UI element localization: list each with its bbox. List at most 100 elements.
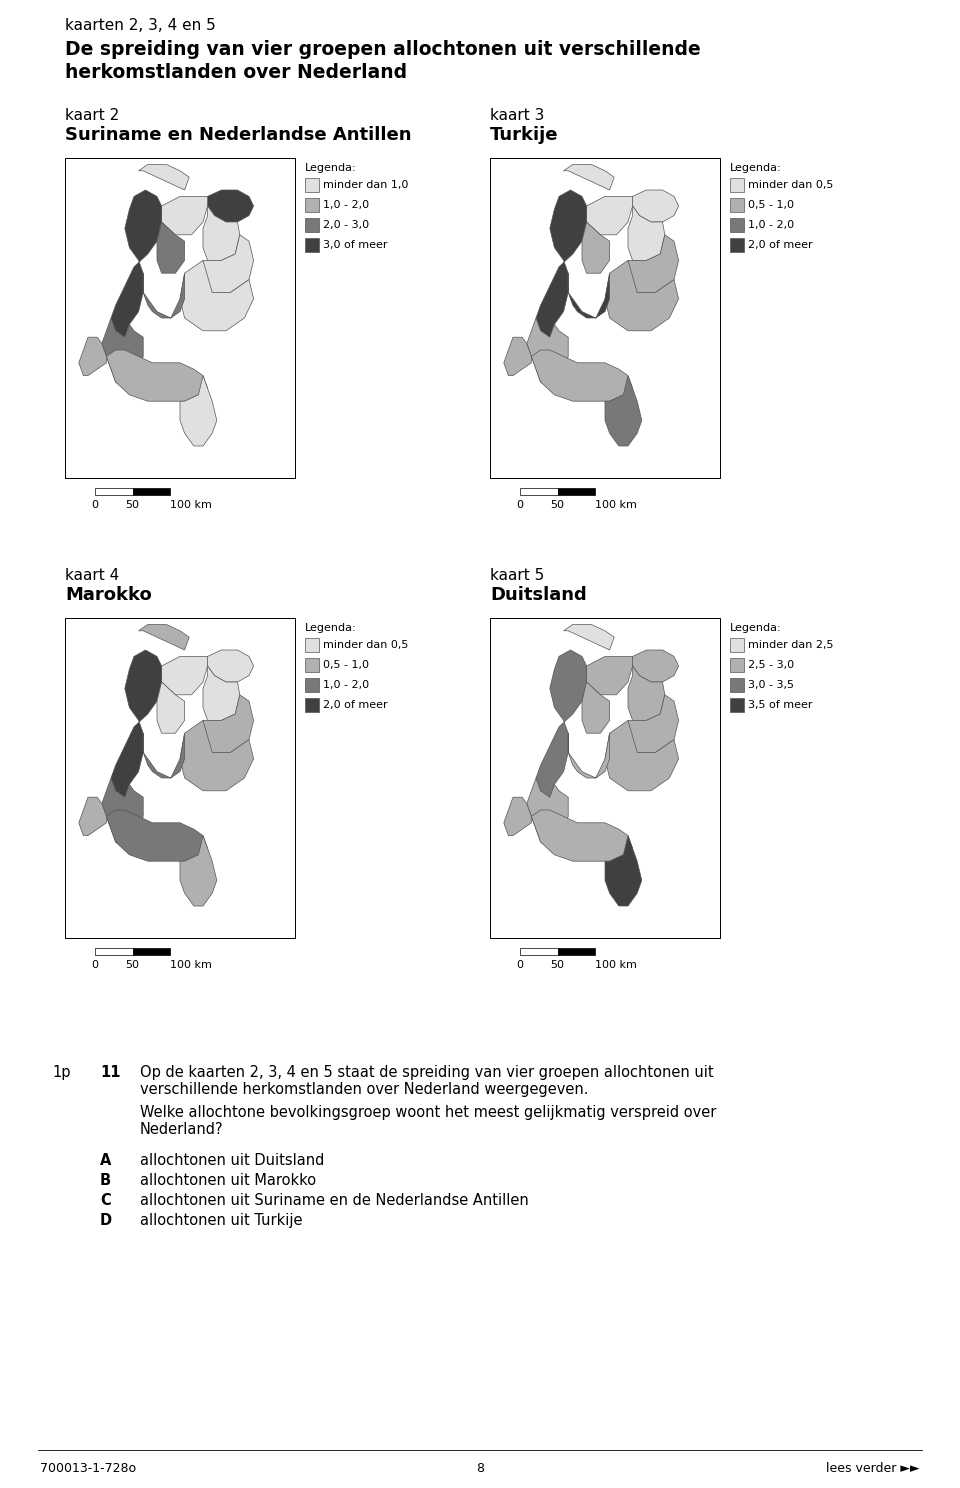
Polygon shape xyxy=(633,650,679,682)
Polygon shape xyxy=(536,650,587,798)
Polygon shape xyxy=(102,778,143,848)
Text: Turkije: Turkije xyxy=(490,126,559,144)
Polygon shape xyxy=(504,798,532,836)
Polygon shape xyxy=(157,222,184,274)
Polygon shape xyxy=(111,190,161,338)
Bar xyxy=(730,198,744,211)
Text: 3,0 of meer: 3,0 of meer xyxy=(323,240,388,250)
Polygon shape xyxy=(605,836,642,906)
Bar xyxy=(132,488,170,496)
Polygon shape xyxy=(628,205,664,260)
Text: 2,0 of meer: 2,0 of meer xyxy=(323,699,388,710)
Polygon shape xyxy=(532,809,633,862)
Text: 0,5 - 1,0: 0,5 - 1,0 xyxy=(748,199,794,210)
Text: 50: 50 xyxy=(550,960,564,970)
Polygon shape xyxy=(157,682,184,734)
Text: Legenda:: Legenda: xyxy=(305,623,356,632)
Bar xyxy=(490,158,720,478)
Text: 8: 8 xyxy=(476,1463,484,1475)
Text: minder dan 0,5: minder dan 0,5 xyxy=(323,640,408,650)
Polygon shape xyxy=(138,164,189,190)
Bar xyxy=(132,948,170,955)
Polygon shape xyxy=(180,836,217,906)
Bar xyxy=(305,698,319,711)
Bar xyxy=(520,488,558,496)
Bar xyxy=(558,488,595,496)
Polygon shape xyxy=(568,734,610,778)
Polygon shape xyxy=(180,720,253,790)
Bar xyxy=(558,948,595,955)
Polygon shape xyxy=(587,196,633,235)
Text: Welke allochtone bevolkingsgroep woont het meest gelijkmatig verspreid over: Welke allochtone bevolkingsgroep woont h… xyxy=(140,1106,716,1120)
Text: verschillende herkomstlanden over Nederland weergegeven.: verschillende herkomstlanden over Nederl… xyxy=(140,1082,588,1097)
Text: 3,5 of meer: 3,5 of meer xyxy=(748,699,812,710)
Bar xyxy=(305,198,319,211)
Text: allochtonen uit Duitsland: allochtonen uit Duitsland xyxy=(140,1153,324,1168)
Polygon shape xyxy=(628,235,679,293)
Polygon shape xyxy=(582,682,610,734)
Text: minder dan 1,0: minder dan 1,0 xyxy=(323,180,408,190)
Polygon shape xyxy=(111,650,161,798)
Text: kaart 4: kaart 4 xyxy=(65,568,119,583)
Bar xyxy=(730,238,744,251)
Text: lees verder ►►: lees verder ►► xyxy=(827,1463,920,1475)
Text: 0: 0 xyxy=(91,500,99,510)
Polygon shape xyxy=(79,338,107,375)
Text: 1,0 - 2,0: 1,0 - 2,0 xyxy=(748,220,794,231)
Bar xyxy=(65,158,295,478)
Bar xyxy=(65,158,295,478)
Text: 50: 50 xyxy=(550,500,564,510)
Text: allochtonen uit Turkije: allochtonen uit Turkije xyxy=(140,1213,302,1228)
Text: 2,5 - 3,0: 2,5 - 3,0 xyxy=(748,661,794,670)
Text: 1p: 1p xyxy=(52,1065,70,1080)
Bar xyxy=(520,948,558,955)
Polygon shape xyxy=(628,695,679,753)
Text: Duitsland: Duitsland xyxy=(490,586,587,604)
Text: minder dan 2,5: minder dan 2,5 xyxy=(748,640,833,650)
Polygon shape xyxy=(161,196,207,235)
Bar xyxy=(305,219,319,232)
Polygon shape xyxy=(203,695,253,753)
Text: B: B xyxy=(100,1173,111,1187)
Polygon shape xyxy=(203,205,240,260)
Polygon shape xyxy=(107,809,207,862)
Polygon shape xyxy=(180,375,217,446)
Text: Suriname en Nederlandse Antillen: Suriname en Nederlandse Antillen xyxy=(65,126,412,144)
Polygon shape xyxy=(138,625,189,650)
Text: 50: 50 xyxy=(126,960,139,970)
Polygon shape xyxy=(527,318,568,388)
Text: 100 km: 100 km xyxy=(595,960,636,970)
Text: 0: 0 xyxy=(516,500,523,510)
Bar xyxy=(730,679,744,692)
Text: 2,0 of meer: 2,0 of meer xyxy=(748,240,812,250)
Polygon shape xyxy=(628,667,664,720)
Text: 700013-1-728o: 700013-1-728o xyxy=(40,1463,136,1475)
Bar xyxy=(305,679,319,692)
Polygon shape xyxy=(79,798,107,836)
Text: 100 km: 100 km xyxy=(170,960,212,970)
Text: 0: 0 xyxy=(516,960,523,970)
Polygon shape xyxy=(633,190,679,222)
Text: kaart 2: kaart 2 xyxy=(65,109,119,124)
Bar xyxy=(730,658,744,673)
Bar xyxy=(490,158,720,478)
Text: 50: 50 xyxy=(126,500,139,510)
Text: 100 km: 100 km xyxy=(595,500,636,510)
Text: 1,0 - 2,0: 1,0 - 2,0 xyxy=(323,680,370,690)
Text: herkomstlanden over Nederland: herkomstlanden over Nederland xyxy=(65,62,407,82)
Text: 11: 11 xyxy=(100,1065,121,1080)
Polygon shape xyxy=(143,274,184,318)
Bar xyxy=(65,618,295,937)
Polygon shape xyxy=(564,625,614,650)
Polygon shape xyxy=(605,375,642,446)
Polygon shape xyxy=(207,650,253,682)
Text: Nederland?: Nederland? xyxy=(140,1122,224,1137)
Bar xyxy=(730,219,744,232)
Text: Legenda:: Legenda: xyxy=(730,164,781,173)
Text: 2,0 - 3,0: 2,0 - 3,0 xyxy=(323,220,370,231)
Polygon shape xyxy=(203,667,240,720)
Bar xyxy=(730,179,744,192)
Bar xyxy=(305,179,319,192)
Polygon shape xyxy=(504,338,532,375)
Polygon shape xyxy=(107,350,207,402)
